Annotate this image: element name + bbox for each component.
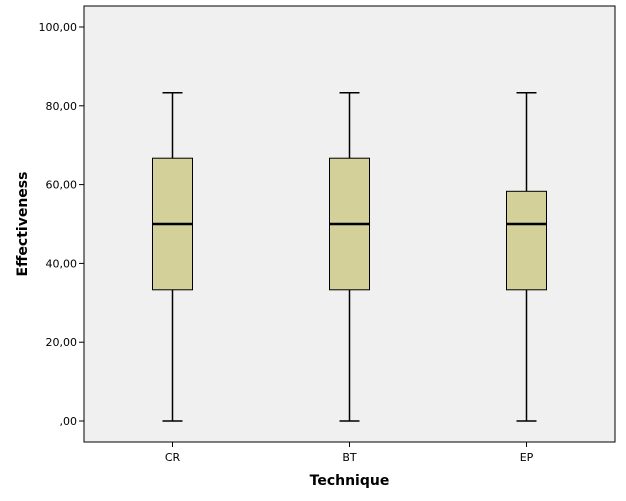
box-ep	[506, 92, 547, 422]
box-bt	[329, 92, 370, 422]
x-tick-label: EP	[520, 451, 534, 464]
box-series	[152, 92, 547, 422]
x-tick-label: CR	[165, 451, 181, 464]
box-cr	[152, 92, 193, 422]
x-axis-title: Technique	[310, 473, 390, 489]
y-tick-label: 80,00	[46, 100, 78, 113]
y-tick-label: 20,00	[46, 336, 78, 349]
x-tick-label: BT	[342, 451, 357, 464]
x-axis: CR BT EP	[165, 442, 534, 464]
y-tick-label: 60,00	[46, 179, 78, 192]
y-tick-label: 40,00	[46, 257, 78, 270]
iqr-box	[506, 190, 547, 291]
y-axis: ,00 20,00 40,00 60,00 80,00 100,00	[39, 21, 84, 428]
y-axis-title: Effectiveness	[15, 172, 31, 277]
y-tick-label: ,00	[60, 415, 78, 428]
y-tick-label: 100,00	[39, 21, 78, 34]
